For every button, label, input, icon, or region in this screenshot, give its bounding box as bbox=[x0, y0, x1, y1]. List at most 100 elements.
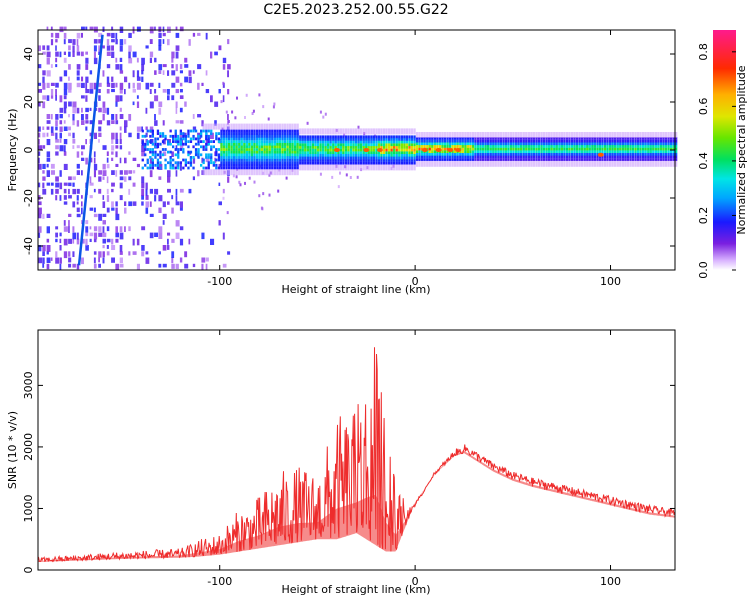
heatmap-cell bbox=[175, 26, 178, 31]
heatmap-cell bbox=[253, 166, 256, 170]
heatmap-cell bbox=[276, 142, 279, 146]
heatmap-cell bbox=[93, 151, 96, 158]
heatmap-cell bbox=[255, 153, 259, 157]
heatmap-cell bbox=[50, 132, 55, 136]
heatmap-cell bbox=[311, 153, 315, 157]
heatmap-cell bbox=[263, 161, 266, 165]
heatmap-cell bbox=[352, 159, 355, 162]
heatmap-cell bbox=[111, 257, 115, 263]
heatmap-cell bbox=[586, 137, 589, 140]
heatmap-cell bbox=[314, 161, 317, 165]
heatmap-cell bbox=[46, 257, 51, 263]
heatmap-cell bbox=[507, 150, 510, 153]
heatmap-cell bbox=[192, 32, 196, 37]
heatmap-cell bbox=[393, 164, 396, 171]
heatmap-cell bbox=[616, 145, 619, 148]
heatmap-cell bbox=[517, 137, 520, 140]
heatmap-cell bbox=[550, 158, 553, 161]
heatmap-cell bbox=[42, 76, 45, 83]
heatmap-cell bbox=[352, 153, 355, 157]
heatmap-cell bbox=[205, 263, 208, 270]
heatmap-cell bbox=[629, 150, 632, 153]
heatmap-cell bbox=[81, 26, 85, 30]
heatmap-xlabel: Height of straight line (km) bbox=[281, 283, 430, 296]
heatmap-cell bbox=[115, 145, 119, 149]
heatmap-cell bbox=[367, 159, 370, 162]
heatmap-cell bbox=[215, 169, 218, 176]
heatmap-cell bbox=[207, 137, 210, 141]
heatmap-cell bbox=[360, 159, 363, 162]
heatmap-cell bbox=[672, 152, 675, 156]
heatmap-cell bbox=[175, 220, 180, 227]
heatmap-cell bbox=[158, 70, 162, 74]
heatmap-cell bbox=[271, 132, 274, 135]
heatmap-cell bbox=[339, 143, 342, 147]
heatmap-cell bbox=[311, 148, 315, 152]
heatmap-cell bbox=[197, 32, 201, 36]
heatmap-cell bbox=[545, 158, 548, 161]
heatmap-cell bbox=[46, 157, 51, 162]
heatmap-cell bbox=[301, 164, 304, 171]
heatmap-cell bbox=[454, 145, 457, 148]
heatmap-cell bbox=[664, 142, 668, 146]
heatmap-cell bbox=[46, 82, 50, 88]
heatmap-cell bbox=[583, 142, 586, 146]
heatmap-cell bbox=[344, 161, 348, 165]
heatmap-cell bbox=[596, 145, 599, 148]
heatmap-cell bbox=[535, 158, 538, 161]
heatmap-cell bbox=[657, 132, 660, 138]
heatmap-cell bbox=[525, 137, 528, 140]
colorbar-tick-label: 0.2 bbox=[697, 207, 710, 225]
heatmap-cell bbox=[548, 137, 551, 140]
heatmap-cell bbox=[611, 137, 614, 140]
heatmap-cell bbox=[111, 182, 115, 187]
heatmap-cell bbox=[260, 150, 264, 154]
heatmap-cell bbox=[306, 164, 309, 171]
heatmap-cell bbox=[324, 156, 327, 160]
heatmap-cell bbox=[461, 155, 464, 159]
heatmap-cell bbox=[644, 137, 647, 140]
heatmap-cell bbox=[225, 158, 228, 162]
heatmap-cell bbox=[410, 138, 414, 141]
heatmap-cell bbox=[68, 64, 71, 70]
heatmap-cell bbox=[657, 160, 660, 167]
heatmap-cell bbox=[629, 158, 632, 161]
heatmap-cell bbox=[459, 142, 462, 146]
heatmap-cell bbox=[115, 39, 118, 45]
heatmap-cell bbox=[548, 150, 551, 153]
heatmap-cell bbox=[332, 135, 335, 139]
heatmap-cell bbox=[235, 150, 238, 154]
heatmap-cell bbox=[59, 170, 62, 177]
heatmap-cell bbox=[42, 170, 45, 174]
heatmap-cell bbox=[159, 134, 162, 138]
heatmap-cell bbox=[210, 95, 213, 103]
heatmap-cell bbox=[115, 64, 120, 70]
heatmap-cell bbox=[55, 151, 59, 156]
heatmap-cell bbox=[591, 142, 594, 146]
heatmap-cell bbox=[553, 152, 556, 156]
heatmap-cell bbox=[301, 156, 304, 160]
heatmap-cell bbox=[179, 207, 183, 211]
heatmap-cell bbox=[149, 170, 153, 178]
heatmap-cell bbox=[631, 139, 635, 143]
heatmap-cell bbox=[151, 158, 154, 162]
heatmap-cell bbox=[81, 157, 85, 161]
heatmap-cell bbox=[227, 114, 229, 121]
heatmap-cell bbox=[38, 151, 41, 156]
heatmap-cell bbox=[659, 145, 663, 148]
heatmap-cell bbox=[390, 153, 393, 157]
heatmap-cell bbox=[461, 147, 464, 151]
heatmap-cell bbox=[258, 158, 261, 162]
heatmap-cell bbox=[357, 148, 360, 152]
heatmap-cell bbox=[423, 160, 426, 167]
heatmap-cell bbox=[314, 164, 317, 171]
heatmap-cell bbox=[464, 147, 467, 151]
heatmap-cell bbox=[124, 120, 128, 128]
heatmap-cell bbox=[565, 137, 569, 140]
heatmap-cell bbox=[72, 114, 75, 121]
heatmap-cell bbox=[192, 134, 195, 138]
heatmap-cell bbox=[504, 145, 508, 148]
heatmap-cell bbox=[76, 238, 80, 245]
heatmap-cell bbox=[197, 114, 202, 118]
heatmap-cell bbox=[72, 39, 76, 45]
